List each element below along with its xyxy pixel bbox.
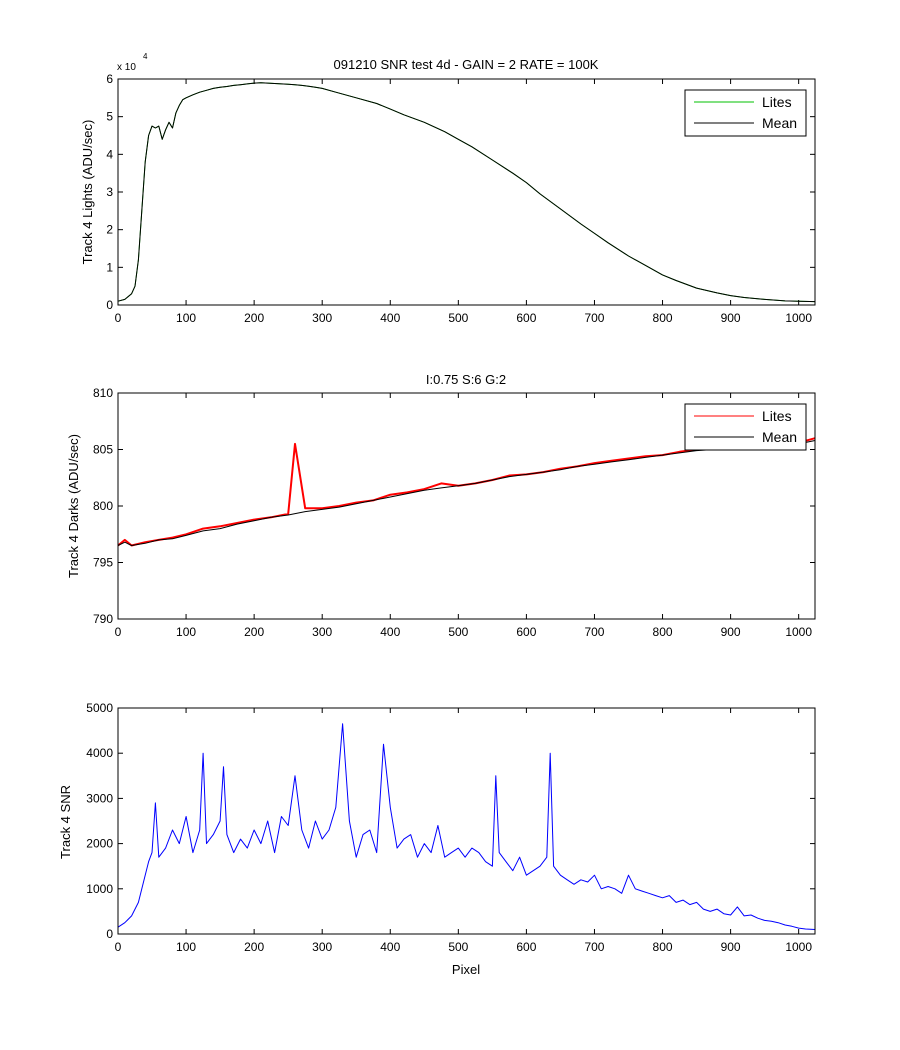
chart-3-series-layer [117,723,816,930]
chart-1-ylabel: Track 4 Lights (ADU/sec) [80,120,95,265]
y-tick-label: 810 [93,386,113,400]
chart-1-title: 091210 SNR test 4d - GAIN = 2 RATE = 100… [334,57,599,72]
chart-3-plot-frame [117,707,816,935]
chart-1: 091210 SNR test 4d - GAIN = 2 RATE = 100… [80,52,816,325]
chart-2-ylabel: Track 4 Darks (ADU/sec) [66,434,81,578]
y-tick-label: 1 [106,260,113,274]
x-tick-label: 900 [721,625,741,639]
x-tick-label: 900 [721,311,741,325]
x-tick-label: 700 [584,625,604,639]
chart-1-y-ticks: 0 1 2 3 4 5 6 [106,72,815,312]
chart-3-x-ticks: 0 100 200 300 400 500 600 700 800 900 1000 [115,708,812,954]
y-tick-label: 3 [106,185,113,199]
y-tick-label: 805 [93,443,113,457]
x-tick-label: 400 [380,625,400,639]
x-tick-label: 1000 [785,625,812,639]
x-tick-label: 700 [584,311,604,325]
x-tick-label: 700 [584,940,604,954]
y-tick-label: 4000 [86,746,113,760]
y-tick-label: 0 [106,298,113,312]
x-tick-label: 300 [312,311,332,325]
y-tick-label: 800 [93,499,113,513]
x-tick-label: 900 [721,940,741,954]
chart-2-legend-label-lites: Lites [762,408,792,424]
x-tick-label: 500 [448,940,468,954]
chart-2-title: I:0.75 S:6 G:2 [426,372,506,387]
chart-1-legend-label-lites: Lites [762,94,792,110]
x-tick-label: 200 [244,311,264,325]
chart-2-legend-label-mean: Mean [762,429,797,445]
chart-2: I:0.75 S:6 G:2 Track 4 Darks (ADU/sec) 0… [66,372,816,639]
x-tick-label: 600 [516,311,536,325]
chart-3: Track 4 SNR Pixel 0 100 200 300 400 500 600 700… [58,701,816,977]
chart-3-ylabel: Track 4 SNR [58,785,73,859]
chart-3-y-ticks: 0 1000 2000 3000 4000 5000 [86,701,815,941]
y-tick-label: 6 [106,72,113,86]
chart-1-exponent-power: 4 [143,52,148,61]
x-tick-label: 400 [380,311,400,325]
y-tick-label: 1000 [86,882,113,896]
x-tick-label: 600 [516,625,536,639]
x-tick-label: 800 [653,940,673,954]
x-tick-label: 0 [115,311,122,325]
x-tick-label: 100 [176,940,196,954]
x-tick-label: 400 [380,940,400,954]
x-tick-label: 1000 [785,940,812,954]
chart-1-legend: Lites Mean [684,89,807,137]
y-tick-label: 4 [106,147,113,161]
chart-2-x-ticks: 0 100 200 300 400 500 600 700 800 900 1000 [115,393,812,639]
chart-2-legend-box [684,403,807,451]
y-tick-label: 2000 [86,837,113,851]
chart-3-series-snr-line [117,723,816,930]
x-tick-label: 500 [448,311,468,325]
x-tick-label: 800 [653,625,673,639]
x-tick-label: 300 [312,940,332,954]
chart-1-series-mean-line [117,82,816,303]
chart-2-y-ticks: 790 795 800 805 810 [93,386,815,626]
x-tick-label: 600 [516,940,536,954]
chart-1-x-ticks: 0 100 200 300 400 500 600 700 800 900 1000 [115,79,812,325]
chart-1-legend-box [684,89,807,137]
x-tick-label: 200 [244,940,264,954]
chart-1-series-layer [117,82,816,303]
x-tick-label: 100 [176,311,196,325]
y-tick-label: 5000 [86,701,113,715]
x-tick-label: 1000 [785,311,812,325]
y-tick-label: 795 [93,556,113,570]
chart-3-xlabel: Pixel [452,962,480,977]
chart-2-legend: Lites Mean [684,403,807,451]
x-tick-label: 500 [448,625,468,639]
y-tick-label: 2 [106,223,113,237]
x-tick-label: 0 [115,940,122,954]
x-tick-label: 0 [115,625,122,639]
x-tick-label: 800 [653,311,673,325]
chart-2-series-mean-line [117,440,816,546]
x-tick-label: 100 [176,625,196,639]
chart-1-legend-label-mean: Mean [762,115,797,131]
y-tick-label: 790 [93,612,113,626]
y-tick-label: 3000 [86,791,113,805]
x-tick-label: 200 [244,625,264,639]
y-tick-label: 0 [106,927,113,941]
y-tick-label: 5 [106,110,113,124]
x-tick-label: 300 [312,625,332,639]
chart-1-exponent-base: x 10 [117,62,136,73]
